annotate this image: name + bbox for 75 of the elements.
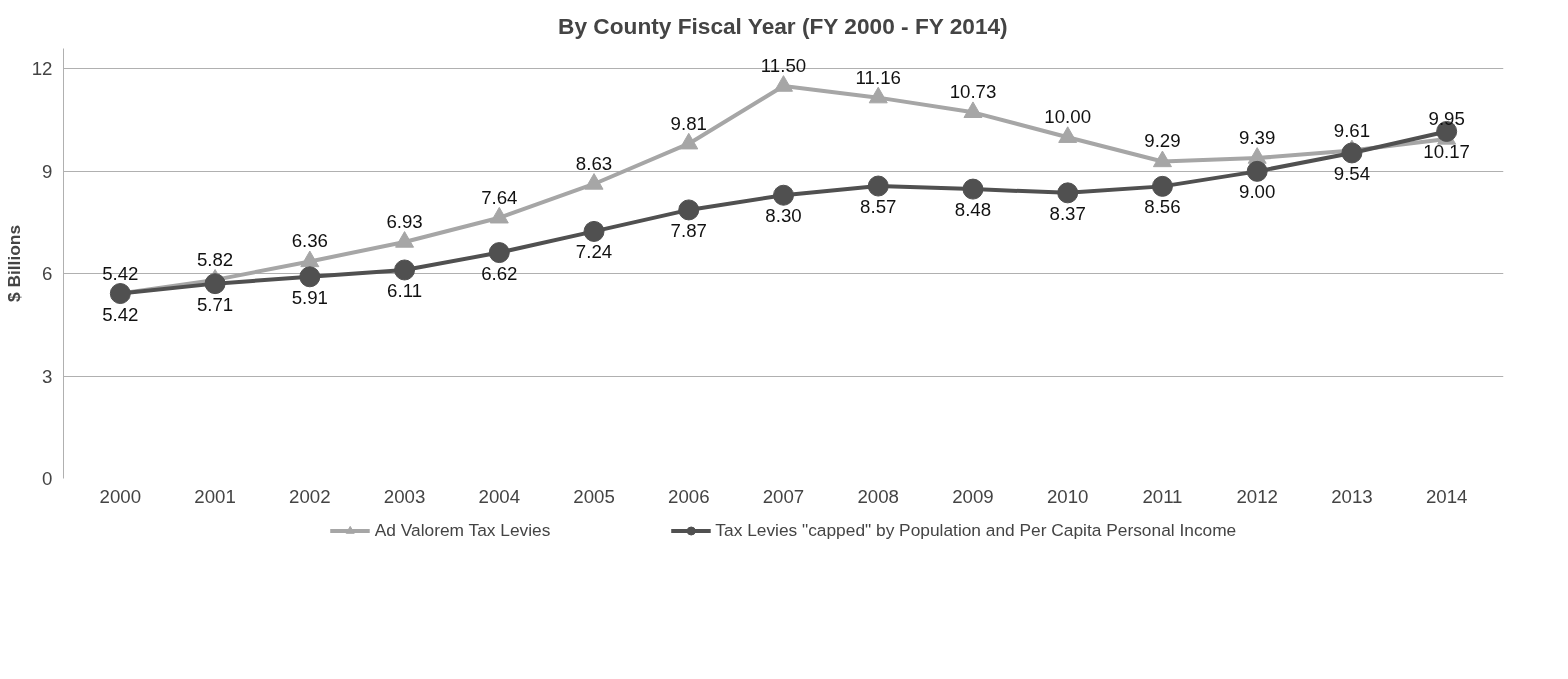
point <box>1057 182 1079 204</box>
y-axis-title: $ Billions <box>3 224 24 303</box>
y-tick-label: 6 <box>42 263 53 285</box>
legend-label: Tax Levies "capped" by Population and Per Capita Personal Income <box>715 519 1237 541</box>
data-label: 6.62 <box>481 262 518 284</box>
data-label: 7.87 <box>670 219 707 241</box>
x-tick-label: 2004 <box>478 485 521 507</box>
y-tick-label: 12 <box>31 58 53 80</box>
y-tick-label: 9 <box>42 160 53 182</box>
point <box>962 178 984 200</box>
data-label: 8.56 <box>1144 196 1181 218</box>
point <box>867 175 889 197</box>
data-label: 5.91 <box>291 286 328 308</box>
point <box>109 283 131 305</box>
point <box>1058 126 1078 143</box>
x-tick-label: 2000 <box>99 485 142 507</box>
data-label: 9.81 <box>670 112 707 134</box>
data-label: 9.54 <box>1333 162 1371 184</box>
x-tick-label: 2008 <box>857 485 899 507</box>
y-tick-label: 3 <box>42 365 53 387</box>
data-label: 11.50 <box>760 55 807 77</box>
point <box>299 266 321 288</box>
point <box>963 101 983 119</box>
x-tick-label: 2005 <box>573 485 615 507</box>
x-tick-label: 2009 <box>952 485 994 507</box>
chart-title: By County Fiscal Year (FY 2000 - FY 2014) <box>558 12 1008 39</box>
x-tick-label: 2001 <box>194 485 236 507</box>
x-tick-label: 2003 <box>383 485 426 507</box>
data-label: 7.64 <box>481 186 518 208</box>
data-label: 8.63 <box>575 152 613 174</box>
point <box>773 184 794 206</box>
x-tick-label: 2014 <box>1425 485 1468 507</box>
legend-label: Ad Valorem Tax Levies <box>374 519 551 541</box>
point <box>394 259 416 281</box>
data-label: 5.42 <box>102 303 139 325</box>
data-label: 8.57 <box>860 196 897 218</box>
point <box>678 199 700 221</box>
data-label: 10.17 <box>1423 141 1470 163</box>
point <box>1246 160 1268 182</box>
data-label: 9.95 <box>1428 107 1465 129</box>
data-label: 9.39 <box>1239 127 1276 149</box>
x-tick-label: 2012 <box>1236 485 1278 507</box>
data-label: 5.82 <box>196 248 234 270</box>
point <box>204 273 226 295</box>
data-label: 9.29 <box>1144 130 1181 152</box>
point <box>679 132 699 150</box>
data-label: 9.00 <box>1239 181 1276 203</box>
data-label: 8.37 <box>1049 202 1086 224</box>
point <box>488 242 510 264</box>
data-label: 11.16 <box>855 66 901 88</box>
point <box>583 220 605 242</box>
data-label: 8.30 <box>765 205 802 227</box>
x-tick-label: 2013 <box>1331 485 1373 507</box>
point <box>868 86 888 104</box>
point <box>1152 150 1172 168</box>
x-tick-label: 2002 <box>289 485 331 507</box>
data-label: 5.42 <box>102 262 139 284</box>
data-label: 6.36 <box>291 230 328 252</box>
data-label: 7.24 <box>575 241 613 263</box>
x-tick-label: 2010 <box>1046 485 1089 507</box>
point <box>584 173 604 190</box>
x-tick-label: 2011 <box>1142 485 1183 507</box>
y-tick-label: 0 <box>42 468 53 489</box>
point <box>1151 175 1173 197</box>
data-label: 10.00 <box>1044 106 1092 128</box>
x-tick-label: 2006 <box>668 485 710 507</box>
data-label: 6.93 <box>386 211 423 232</box>
point <box>1341 142 1363 164</box>
data-label: 6.11 <box>387 279 423 301</box>
x-tick-label: 2007 <box>762 485 805 507</box>
data-label: 9.61 <box>1333 119 1371 141</box>
data-label: 10.73 <box>949 81 997 103</box>
data-label: 8.48 <box>954 199 992 221</box>
data-label: 5.71 <box>196 293 234 315</box>
point <box>774 75 793 92</box>
